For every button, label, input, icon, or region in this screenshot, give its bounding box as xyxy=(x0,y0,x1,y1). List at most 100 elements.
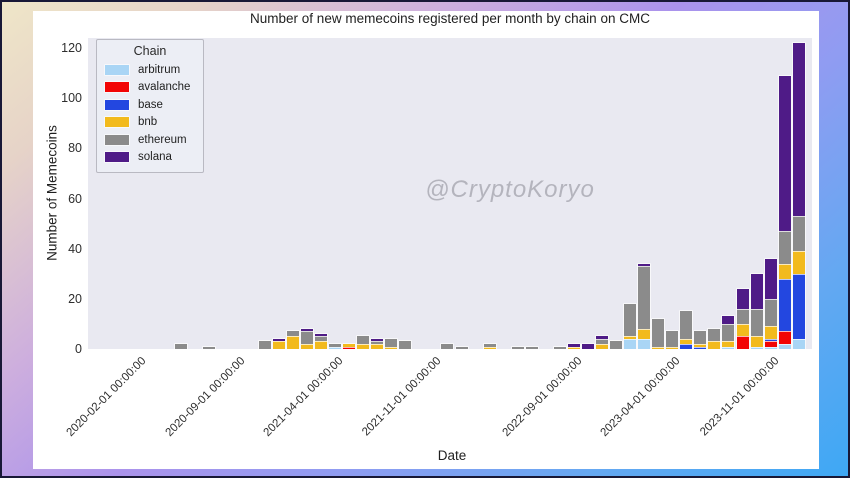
bar-segment-bnb xyxy=(764,326,777,339)
legend-swatch-solana xyxy=(105,152,129,163)
y-tick-100: 100 xyxy=(61,91,82,106)
legend-label: ethereum xyxy=(138,133,187,146)
bar-segment-bnb xyxy=(567,346,580,349)
legend-swatch-bnb xyxy=(105,117,129,128)
bar-segment-base xyxy=(778,278,791,332)
bar-2023-08 xyxy=(722,316,735,349)
bar-segment-ethereum xyxy=(385,338,398,347)
bar-segment-solana xyxy=(272,338,285,342)
bar-segment-bnb xyxy=(357,343,370,349)
bar-segment-bnb xyxy=(638,328,651,339)
bar-2023-06 xyxy=(694,331,707,349)
bar-segment-solana xyxy=(638,263,651,267)
bar-segment-ethereum xyxy=(764,298,777,327)
bar-segment-bnb xyxy=(272,341,285,349)
bar-2023-01 xyxy=(624,303,637,349)
watermark: @CryptoKoryo xyxy=(425,176,595,203)
bar-segment-ethereum xyxy=(666,331,679,347)
x-axis-label: Date xyxy=(437,448,467,463)
bar-segment-bnb xyxy=(385,346,398,349)
bar-2021-07 xyxy=(371,338,384,349)
bar-segment-ethereum xyxy=(202,346,215,349)
bar-segment-ethereum xyxy=(174,343,187,349)
legend-swatch-avalanche xyxy=(105,82,129,93)
bar-segment-solana xyxy=(778,75,791,232)
bar-segment-bnb xyxy=(300,343,313,349)
bar-segment-bnb xyxy=(736,323,749,337)
bar-2021-02 xyxy=(300,328,313,349)
bar-segment-avalanche xyxy=(343,346,356,349)
bar-segment-solana xyxy=(722,316,735,324)
legend-label: arbitrum xyxy=(138,63,181,76)
bar-segment-ethereum xyxy=(329,344,342,347)
bar-segment-ethereum xyxy=(736,308,749,324)
bar-segment-bnb xyxy=(371,343,384,349)
bar-2023-12 xyxy=(778,75,791,349)
bar-2023-03 xyxy=(652,318,665,349)
bar-segment-bnb xyxy=(708,341,721,349)
bar-2022-10 xyxy=(581,343,594,349)
legend-entry-base: base xyxy=(105,96,195,114)
bar-segment-bnb xyxy=(694,344,707,347)
bar-segment-solana xyxy=(764,258,777,299)
bar-2022-12 xyxy=(610,341,623,349)
bar-segment-ethereum xyxy=(483,344,496,347)
legend-entry-avalanche: avalanche xyxy=(105,79,195,97)
bar-segment-ethereum xyxy=(511,346,524,349)
bar-segment-solana xyxy=(750,273,763,309)
bar-2020-05 xyxy=(174,343,187,349)
bar-2023-10 xyxy=(750,273,763,349)
bar-segment-base xyxy=(792,273,805,339)
bar-segment-arbitrum xyxy=(792,338,805,349)
bar-segment-arbitrum xyxy=(722,346,735,349)
bar-segment-bnb xyxy=(343,344,356,347)
bar-2021-01 xyxy=(286,331,299,349)
bar-segment-bnb xyxy=(596,343,608,349)
bar-segment-ethereum xyxy=(596,338,608,344)
bar-2023-09 xyxy=(736,288,749,349)
bar-segment-solana xyxy=(371,338,384,342)
bar-segment-bnb xyxy=(680,338,693,344)
y-tick-0: 0 xyxy=(75,342,82,356)
bar-2021-05 xyxy=(343,344,356,349)
plot-area: @CryptoKoryo xyxy=(88,38,812,349)
bar-2022-06 xyxy=(525,346,538,349)
bar-segment-ethereum xyxy=(300,331,313,344)
bar-segment-arbitrum xyxy=(750,346,763,349)
legend-swatch-arbitrum xyxy=(105,64,129,75)
legend-entry-bnb: bnb xyxy=(105,114,195,132)
bar-2022-05 xyxy=(511,346,524,349)
bar-2021-06 xyxy=(357,336,370,349)
bar-2021-12 xyxy=(441,343,454,349)
bar-2023-07 xyxy=(708,328,721,349)
bar-2021-03 xyxy=(315,333,327,349)
y-tick-120: 120 xyxy=(61,41,82,56)
bar-segment-arbitrum xyxy=(624,338,637,349)
bar-segment-ethereum xyxy=(553,346,566,349)
bar-segment-ethereum xyxy=(525,346,538,349)
legend-entries: arbitrum avalanche base bnb ethereum solana xyxy=(105,61,195,166)
bar-2020-11 xyxy=(258,341,271,349)
bar-2024-01 xyxy=(792,43,805,349)
bar-segment-avalanche xyxy=(764,341,777,347)
legend-label: avalanche xyxy=(138,81,191,94)
bar-2023-11 xyxy=(764,258,777,349)
bar-segment-solana xyxy=(300,328,313,332)
bar-segment-solana xyxy=(567,344,580,347)
bar-2023-02 xyxy=(638,263,651,349)
bar-segment-bnb xyxy=(483,346,496,349)
bar-segment-ethereum xyxy=(610,341,623,349)
bar-2020-12 xyxy=(272,338,285,349)
bar-segment-bnb xyxy=(792,251,805,274)
bar-segment-bnb xyxy=(778,263,791,279)
bar-segment-ethereum xyxy=(371,341,384,344)
bar-segment-bnb xyxy=(652,346,665,349)
bar-segment-bnb xyxy=(666,346,679,349)
bar-segment-ethereum xyxy=(708,328,721,342)
bar-segment-arbitrum xyxy=(329,346,342,349)
bar-segment-bnb xyxy=(624,336,637,339)
legend-entry-ethereum: ethereum xyxy=(105,131,195,149)
bar-2020-07 xyxy=(202,346,215,349)
bar-segment-ethereum xyxy=(286,331,299,337)
